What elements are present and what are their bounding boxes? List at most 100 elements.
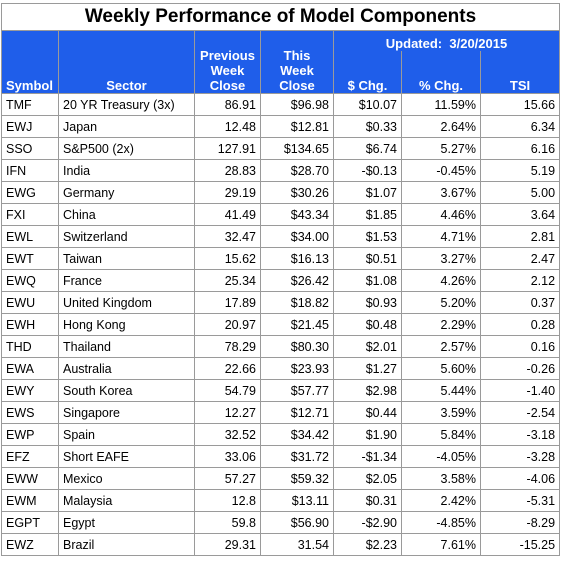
header-this-close: This Week Close	[260, 30, 334, 94]
cell-sector: Germany	[58, 181, 195, 204]
cell-symbol: EWM	[1, 489, 59, 512]
header-symbol: Symbol	[1, 51, 59, 94]
cell-tsi: -0.26	[479, 357, 561, 380]
cell-prev-close: 54.79	[194, 379, 261, 402]
cell-symbol: EWY	[1, 379, 59, 402]
performance-table: Weekly Performance of Model Components P…	[0, 3, 561, 556]
cell-pct-chg: 5.84%	[401, 423, 481, 446]
cell-sector: South Korea	[58, 379, 195, 402]
cell-pct-chg: 5.44%	[401, 379, 481, 402]
header-row-bottom: Symbol Sector $ Chg. % Chg. TSI	[1, 51, 561, 94]
cell-pct-chg: 3.27%	[401, 247, 481, 270]
cell-pct-chg: 5.60%	[401, 357, 481, 380]
cell-symbol: EWA	[1, 357, 59, 380]
cell-symbol: EWW	[1, 467, 59, 490]
cell-sector: United Kingdom	[58, 291, 195, 314]
table-row: EWU United Kingdom 17.89 $18.82 $0.93 5.20% 0.…	[1, 291, 561, 314]
header-tsi: TSI	[479, 51, 561, 94]
cell-tsi: 6.34	[479, 115, 561, 138]
cell-tsi: 5.19	[479, 159, 561, 182]
cell-pct-chg: 3.59%	[401, 401, 481, 424]
cell-this-close: $28.70	[260, 159, 334, 182]
updated-stamp: Updated: 3/20/2015	[332, 30, 561, 51]
cell-dollar-chg: $1.08	[333, 269, 402, 292]
cell-symbol: EWH	[1, 313, 59, 336]
cell-tsi: -3.28	[479, 445, 561, 468]
cell-tsi: 2.47	[479, 247, 561, 270]
cell-prev-close: 127.91	[194, 137, 261, 160]
cell-dollar-chg: $2.23	[333, 533, 402, 556]
cell-dollar-chg: $1.90	[333, 423, 402, 446]
cell-dollar-chg: $1.27	[333, 357, 402, 380]
cell-prev-close: 28.83	[194, 159, 261, 182]
updated-date: 3/20/2015	[449, 36, 508, 51]
cell-this-close: $34.42	[260, 423, 334, 446]
cell-tsi: 15.66	[479, 93, 561, 116]
header-dollar-chg: $ Chg.	[333, 51, 402, 94]
table-row: EWY South Korea 54.79 $57.77 $2.98 5.44% -1.40	[1, 379, 561, 402]
cell-tsi: -8.29	[479, 511, 561, 534]
cell-prev-close: 41.49	[194, 203, 261, 226]
cell-dollar-chg: $0.44	[333, 401, 402, 424]
cell-prev-close: 17.89	[194, 291, 261, 314]
cell-prev-close: 32.52	[194, 423, 261, 446]
table-row: EWP Spain 32.52 $34.42 $1.90 5.84% -3.18	[1, 423, 561, 446]
cell-prev-close: 12.27	[194, 401, 261, 424]
cell-symbol: EWU	[1, 291, 59, 314]
cell-pct-chg: -0.45%	[401, 159, 481, 182]
cell-this-close: $23.93	[260, 357, 334, 380]
header-prev-close: Previous Week Close	[194, 30, 261, 94]
cell-pct-chg: -4.85%	[401, 511, 481, 534]
cell-prev-close: 15.62	[194, 247, 261, 270]
cell-symbol: SSO	[1, 137, 59, 160]
cell-this-close: $96.98	[260, 93, 334, 116]
cell-symbol: EGPT	[1, 511, 59, 534]
cell-sector: Egypt	[58, 511, 195, 534]
cell-prev-close: 33.06	[194, 445, 261, 468]
cell-prev-close: 20.97	[194, 313, 261, 336]
cell-dollar-chg: $0.48	[333, 313, 402, 336]
cell-prev-close: 12.48	[194, 115, 261, 138]
cell-sector: Spain	[58, 423, 195, 446]
cell-dollar-chg: $1.07	[333, 181, 402, 204]
cell-dollar-chg: -$2.90	[333, 511, 402, 534]
cell-symbol: TMF	[1, 93, 59, 116]
cell-this-close: $30.26	[260, 181, 334, 204]
cell-pct-chg: 11.59%	[401, 93, 481, 116]
cell-dollar-chg: -$1.34	[333, 445, 402, 468]
table-row: EWA Australia 22.66 $23.93 $1.27 5.60% -0.26	[1, 357, 561, 380]
cell-dollar-chg: $1.85	[333, 203, 402, 226]
cell-prev-close: 29.31	[194, 533, 261, 556]
cell-symbol: EWS	[1, 401, 59, 424]
cell-prev-close: 12.8	[194, 489, 261, 512]
header-blank	[58, 30, 195, 51]
table-title: Weekly Performance of Model Components	[0, 3, 561, 31]
cell-tsi: -5.31	[479, 489, 561, 512]
cell-prev-close: 22.66	[194, 357, 261, 380]
cell-prev-close: 59.8	[194, 511, 261, 534]
cell-symbol: THD	[1, 335, 59, 358]
cell-symbol: EWZ	[1, 533, 59, 556]
table-row: THD Thailand 78.29 $80.30 $2.01 2.57% 0.16	[1, 335, 561, 358]
cell-this-close: 31.54	[260, 533, 334, 556]
cell-this-close: $134.65	[260, 137, 334, 160]
cell-sector: Taiwan	[58, 247, 195, 270]
cell-pct-chg: 7.61%	[401, 533, 481, 556]
cell-tsi: -1.40	[479, 379, 561, 402]
cell-tsi: 6.16	[479, 137, 561, 160]
cell-dollar-chg: $10.07	[333, 93, 402, 116]
cell-this-close: $12.81	[260, 115, 334, 138]
cell-symbol: EFZ	[1, 445, 59, 468]
cell-pct-chg: 2.29%	[401, 313, 481, 336]
cell-sector: Short EAFE	[58, 445, 195, 468]
cell-pct-chg: 2.64%	[401, 115, 481, 138]
cell-this-close: $16.13	[260, 247, 334, 270]
performance-table-wrapper: Weekly Performance of Model Components P…	[0, 3, 561, 556]
cell-pct-chg: 2.57%	[401, 335, 481, 358]
cell-this-close: $21.45	[260, 313, 334, 336]
cell-sector: 20 YR Treasury (3x)	[58, 93, 195, 116]
table-row: EWZ Brazil 29.31 31.54 $2.23 7.61% -15.25	[1, 533, 561, 556]
cell-this-close: $13.11	[260, 489, 334, 512]
header-sector: Sector	[58, 51, 195, 94]
cell-sector: China	[58, 203, 195, 226]
